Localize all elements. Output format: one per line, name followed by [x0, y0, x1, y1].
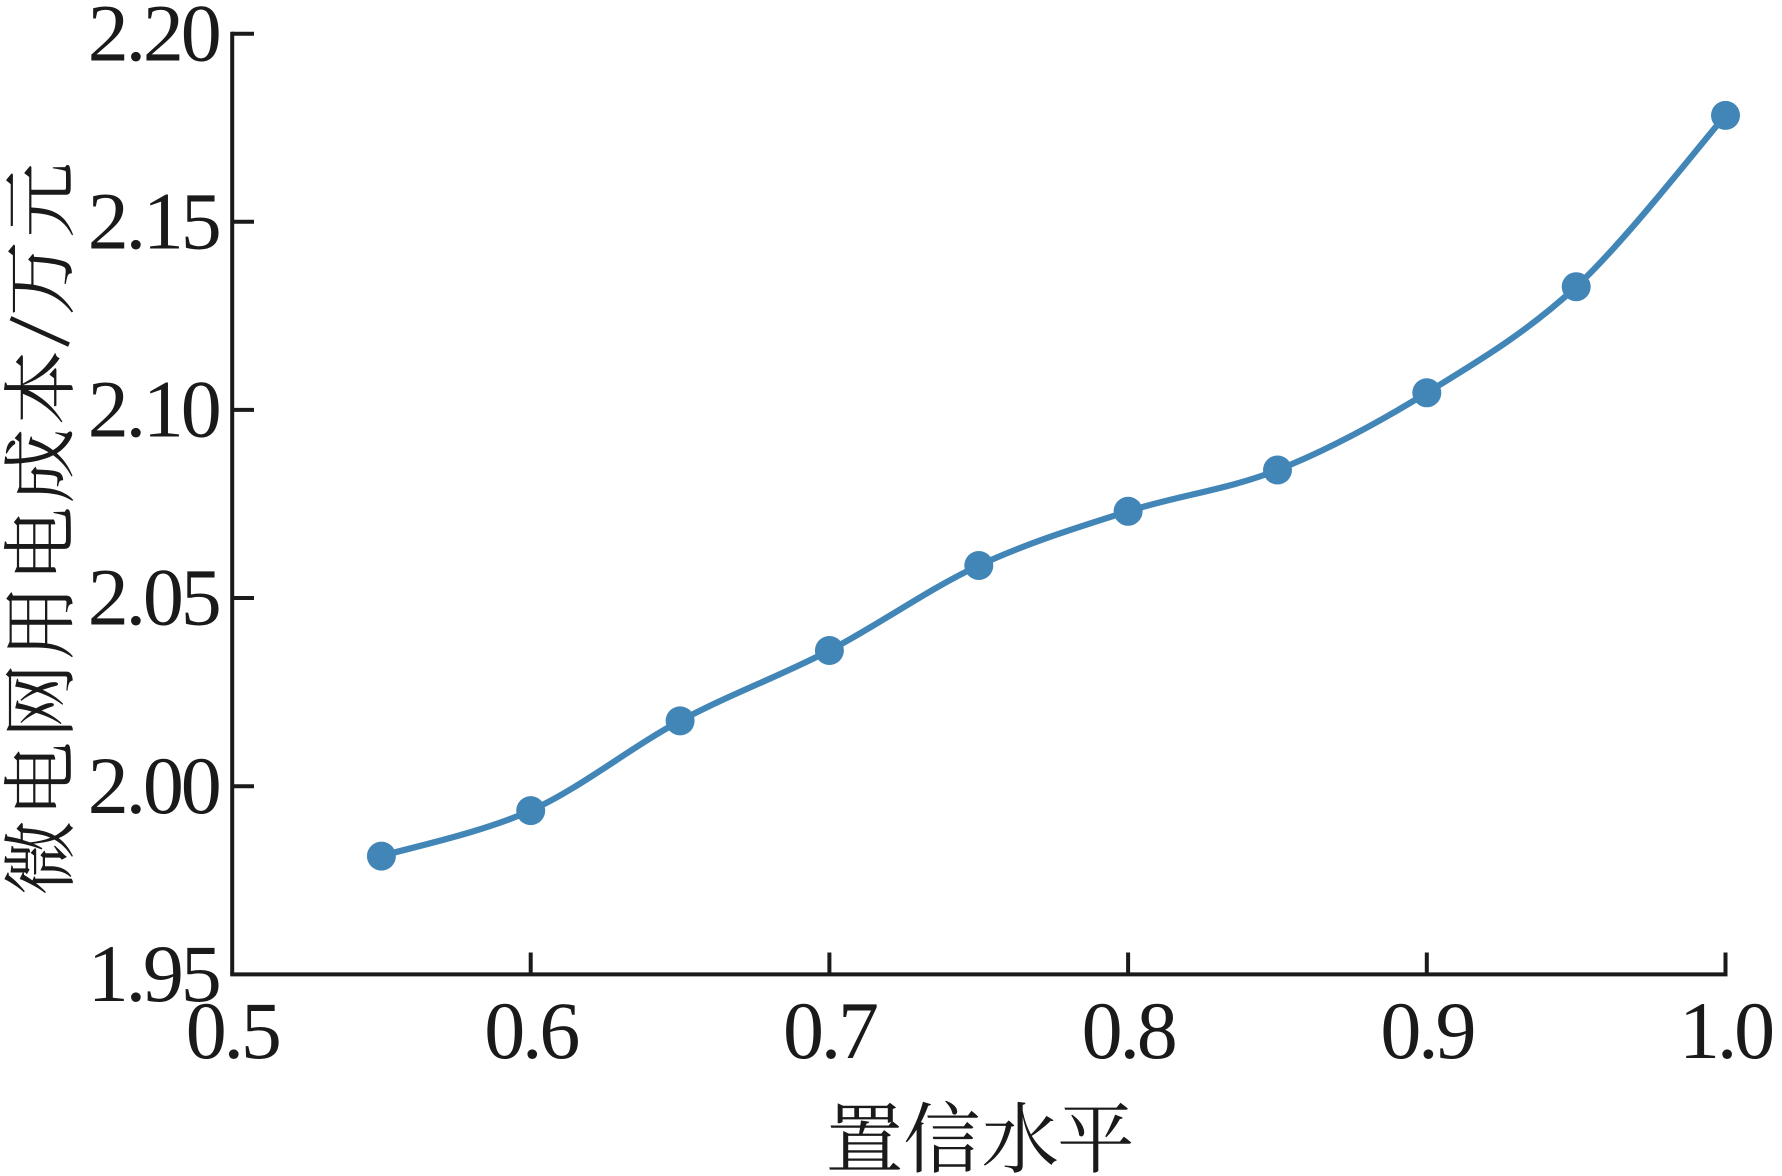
svg-text:0.7: 0.7 — [783, 985, 877, 1076]
svg-text:2.15: 2.15 — [88, 176, 219, 267]
svg-text:0.5: 0.5 — [186, 985, 279, 1076]
svg-text:1.0: 1.0 — [1679, 985, 1772, 1076]
svg-text:2.05: 2.05 — [88, 552, 219, 643]
svg-text:0.6: 0.6 — [484, 985, 578, 1076]
svg-text:2.00: 2.00 — [88, 740, 219, 831]
svg-text:2.20: 2.20 — [88, 0, 219, 78]
svg-text:1.95: 1.95 — [88, 928, 219, 1019]
svg-text:0.9: 0.9 — [1380, 985, 1473, 1076]
svg-text:0.8: 0.8 — [1082, 985, 1175, 1076]
svg-text:2.10: 2.10 — [88, 364, 219, 455]
